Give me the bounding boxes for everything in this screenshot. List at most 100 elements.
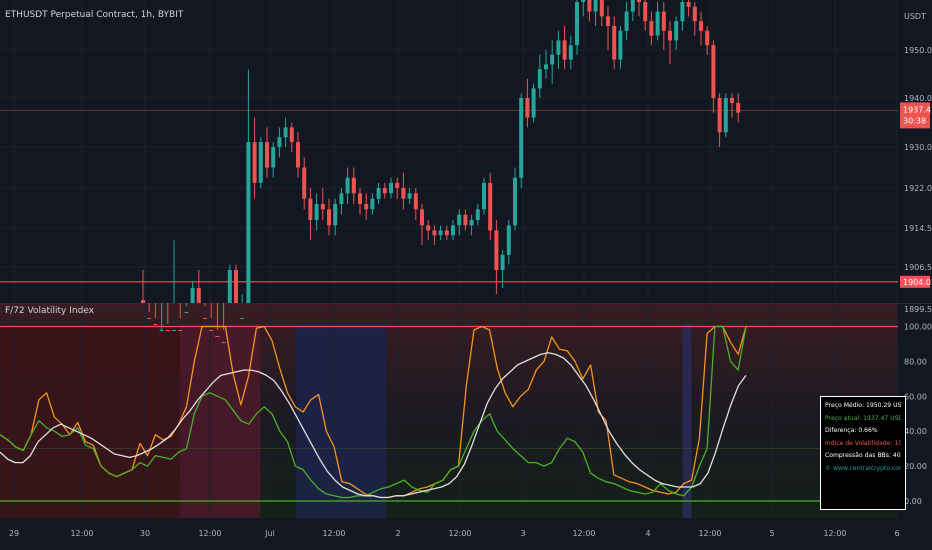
price-tick-label: 1922.00 xyxy=(904,184,932,193)
info-website: © www.centralcrypto.com.br xyxy=(825,464,901,472)
price-tick-label: 1940.00 xyxy=(904,94,932,103)
candle-body xyxy=(655,11,660,36)
candle-body xyxy=(575,2,579,46)
price-tick-label: 1914.50 xyxy=(904,224,932,233)
candle-body xyxy=(686,2,691,7)
candle-body xyxy=(624,11,629,31)
time-tick-label: 12:00 xyxy=(198,529,221,538)
indicator-line-2 xyxy=(0,352,747,499)
candle-body xyxy=(283,127,288,138)
candle-body xyxy=(240,318,245,319)
candle-body xyxy=(296,142,300,168)
candle-body xyxy=(643,2,648,22)
indicator-tick-label: 80.00 xyxy=(904,357,927,366)
candle-body xyxy=(649,21,654,36)
indicator-tick-label: 100.00 xyxy=(904,323,932,332)
candle-body xyxy=(234,270,238,303)
candle-body xyxy=(674,21,679,41)
time-tick-label: 12:00 xyxy=(448,529,471,538)
time-tick-label: 12:00 xyxy=(698,529,721,538)
chart-title: ETHUSDT Perpetual Contract, 1h, BYBIT xyxy=(5,10,184,20)
time-tick-label: Jul xyxy=(264,529,275,538)
candle-body xyxy=(302,167,307,199)
candle-body xyxy=(705,30,710,46)
candle-body xyxy=(389,182,393,194)
indicator-bands xyxy=(0,304,898,518)
candle-body xyxy=(215,336,220,337)
candle-body xyxy=(153,324,158,325)
candle-body xyxy=(209,330,214,331)
time-tick-label: 30 xyxy=(140,529,150,538)
info-volatility-index: Índice de Volatilidade: 100% xyxy=(825,439,901,447)
candle-body xyxy=(550,54,555,65)
support-price-label: 1904.03 xyxy=(903,278,932,287)
candle-body xyxy=(370,198,375,210)
time-tick-label: 29 xyxy=(9,529,19,538)
candle-body xyxy=(680,2,685,22)
candle-body xyxy=(159,330,164,331)
candle-body xyxy=(203,318,207,319)
indicator-title: F/72 Volatility Index xyxy=(5,306,95,316)
candle-body xyxy=(426,225,431,231)
candle-body xyxy=(581,0,586,2)
candle-body xyxy=(395,182,400,188)
candle-body xyxy=(320,204,325,210)
candle-body xyxy=(178,330,183,331)
candlestick-series[interactable] xyxy=(141,0,741,343)
candle-body xyxy=(265,142,269,168)
indicator-series[interactable] xyxy=(0,325,898,502)
candle-body xyxy=(457,214,462,226)
candle-body xyxy=(382,188,387,194)
candle-body xyxy=(271,147,276,168)
pane-separator xyxy=(0,303,932,304)
candle-body xyxy=(147,318,152,319)
countdown-label: 30:38 xyxy=(903,116,926,125)
currency-label: USDT xyxy=(904,12,926,21)
candle-body xyxy=(494,230,499,270)
candle-body xyxy=(184,312,189,313)
candle-body xyxy=(730,98,734,103)
candle-body xyxy=(612,26,617,60)
axes: 29 12:00 30 12:00 Jul 12:00 2 12:00 3 12:00 4 12:00… xyxy=(9,12,932,538)
candle-body xyxy=(717,98,722,133)
price-tick-label: 1930.00 xyxy=(904,143,932,152)
candle-body xyxy=(513,177,517,226)
candle-body xyxy=(401,188,406,199)
volatility-band xyxy=(0,324,180,518)
candle-body xyxy=(289,127,294,143)
candle-body xyxy=(277,137,282,147)
candle-body xyxy=(420,209,424,226)
candle-body xyxy=(525,98,530,118)
candle-body xyxy=(327,209,331,226)
candle-body xyxy=(568,45,573,60)
time-tick-label: 12:00 xyxy=(823,529,846,538)
candle-body xyxy=(364,204,369,210)
candle-body xyxy=(165,330,170,331)
time-tick-label: 3 xyxy=(520,529,525,538)
candle-body xyxy=(606,16,610,26)
candle-body xyxy=(221,342,226,343)
support-price-badge xyxy=(900,275,930,288)
candle-body xyxy=(723,98,728,133)
indicator-tick-label: 20.00 xyxy=(904,462,927,471)
candle-body xyxy=(692,6,697,22)
candle-body xyxy=(351,177,356,194)
time-tick-label: 5 xyxy=(769,529,774,538)
candle-body xyxy=(562,40,567,60)
candle-body xyxy=(308,198,313,220)
info-average-price: Preço Médio: 1950.29 USDT xyxy=(825,402,901,409)
candle-body xyxy=(432,230,437,236)
candle-body xyxy=(345,177,350,194)
candle-body xyxy=(339,193,344,204)
info-current-price: Preço atual: 1937.47 USDT xyxy=(825,414,901,422)
price-tick-label: 1899.50 xyxy=(904,305,932,314)
time-tick-label: 2 xyxy=(395,529,400,538)
time-tick-label: 12:00 xyxy=(70,529,93,538)
candle-body xyxy=(668,30,672,41)
info-box: Preço Médio: 1950.29 USDT Preço atual: 1… xyxy=(820,396,906,510)
candle-body xyxy=(618,30,623,60)
candle-body xyxy=(699,21,703,31)
candle-body xyxy=(630,0,635,12)
candle-body xyxy=(587,0,592,12)
